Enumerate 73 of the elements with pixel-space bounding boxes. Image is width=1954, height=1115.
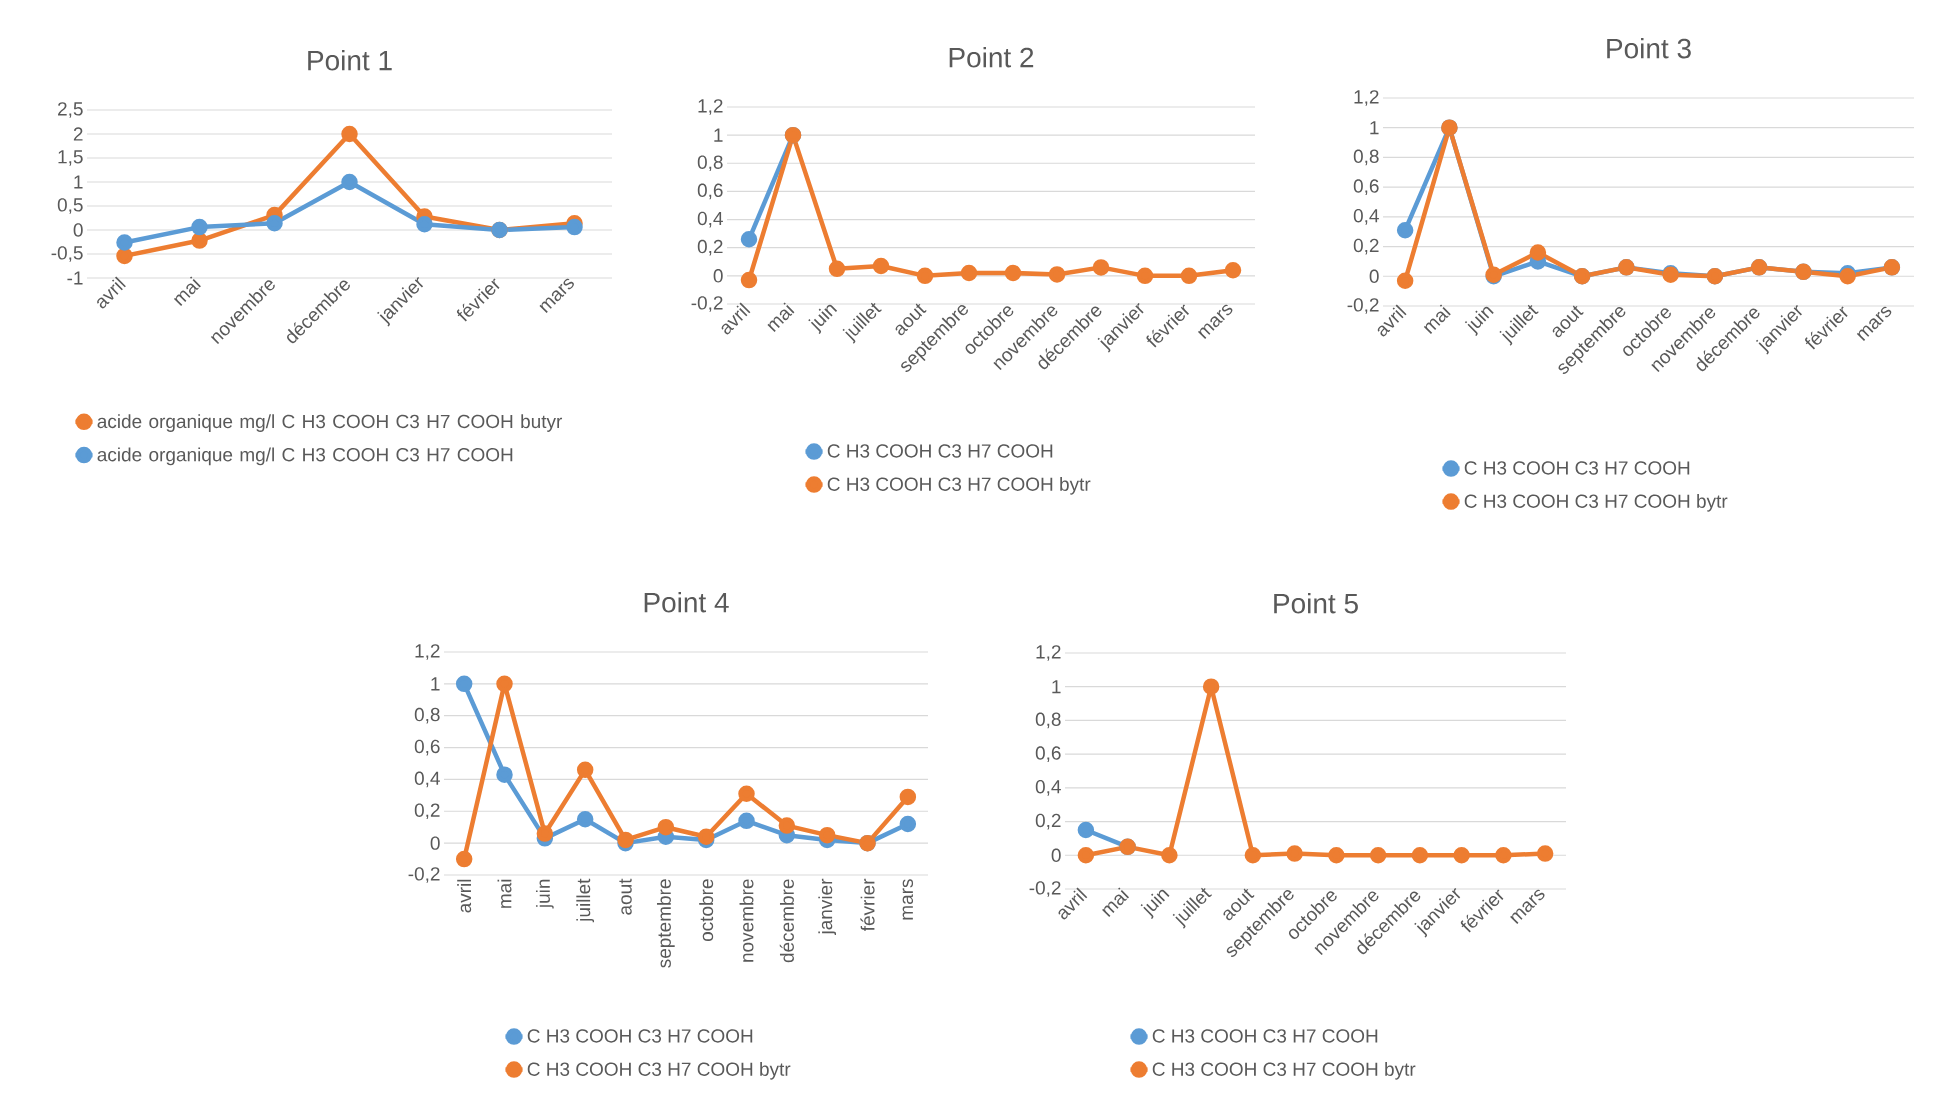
x-tick-label: mai: [497, 879, 512, 908]
legend-label: C H3 COOH C3 H7 COOH bytr: [1464, 493, 1728, 512]
legend-label: C H3 COOH C3 H7 COOH: [527, 1029, 753, 1043]
legend-label: C H3 COOH C3 H7 COOH: [1464, 461, 1690, 475]
y-tick-label: 0: [430, 836, 440, 850]
legend-label: C H3 COOH C3 H7 COOH bytr: [827, 476, 1091, 495]
chart-title: Point 1: [308, 49, 392, 71]
x-tick-label: juin: [535, 879, 554, 909]
y-tick-label: 0: [1369, 269, 1379, 283]
y-tick-label: 0,6: [414, 739, 440, 756]
y-tick-label: 0,8: [1035, 712, 1061, 729]
x-tick-label: décembre: [779, 879, 794, 963]
x-tick-label: février: [860, 878, 875, 932]
legend-label: C H3 COOH C3 H7 COOH bytr: [527, 1061, 791, 1080]
y-tick-label: 1,5: [58, 150, 83, 166]
y-tick-label: -0,2: [408, 867, 440, 883]
y-tick-label: 0,6: [697, 183, 723, 200]
x-tick-label: janvier: [818, 878, 837, 935]
x-tick-label: juillet: [576, 878, 595, 923]
chart-title: Point 3: [1607, 37, 1691, 59]
y-tick-label: 0,2: [1035, 813, 1061, 830]
y-tick-label: 1,2: [1036, 645, 1061, 661]
y-tick-label: 0,8: [1353, 149, 1379, 166]
x-tick-label: novembre: [739, 879, 754, 962]
x-tick-label: juin: [1464, 306, 1494, 336]
y-tick-label: 2: [73, 127, 83, 141]
y-tick-label: 1,2: [415, 644, 440, 660]
y-tick-label: 1: [714, 128, 723, 142]
x-tick-label: septembre: [656, 879, 675, 968]
y-tick-label: 0,2: [414, 803, 440, 820]
legend-label: acide organique mg/l C H3 COOH C3 H7 COOH butyr: [97, 414, 563, 432]
y-tick-label: 1,2: [1354, 90, 1379, 106]
y-tick-label: 0,8: [697, 155, 723, 172]
x-tick-label: mai: [1423, 304, 1451, 335]
y-tick-label: 2,5: [58, 102, 83, 118]
chart-title: Point 2: [949, 46, 1034, 68]
x-tick-label: octobre: [699, 879, 714, 942]
y-tick-label: 0: [713, 269, 723, 283]
x-tick-label: mai: [767, 302, 795, 333]
y-tick-label: -1: [67, 271, 83, 285]
y-tick-label: 1: [74, 175, 83, 189]
y-tick-label: 0,2: [1353, 238, 1379, 255]
y-tick-label: 0,5: [57, 198, 83, 214]
x-tick-label: avril: [457, 879, 472, 913]
x-tick-label: mai: [1102, 887, 1130, 918]
y-tick-label: 0,6: [1353, 179, 1379, 195]
y-tick-label: 1: [1370, 121, 1379, 135]
y-tick-label: 0,4: [1353, 208, 1379, 225]
x-tick-label: aout: [619, 878, 632, 915]
y-tick-label: -0,2: [1347, 298, 1379, 314]
chart-title: Point 5: [1274, 592, 1358, 614]
y-tick-label: 1: [1052, 680, 1061, 694]
legend-label: acide organique mg/l C H3 COOH C3 H7 COOH: [97, 447, 513, 466]
x-tick-label: juin: [1140, 889, 1170, 919]
y-tick-label: 0,6: [1035, 746, 1061, 762]
y-tick-label: 1,2: [698, 99, 723, 115]
chart-title: Point 4: [644, 591, 729, 613]
y-tick-label: -0,2: [691, 296, 723, 312]
y-tick-label: 0,4: [697, 211, 723, 228]
y-tick-label: -0,5: [51, 246, 83, 262]
y-tick-label: 0,8: [414, 707, 440, 724]
y-tick-label: 1: [431, 677, 440, 691]
legend-label: C H3 COOH C3 H7 COOH: [827, 444, 1053, 458]
y-tick-label: 0: [1051, 848, 1061, 862]
y-tick-label: 0,2: [697, 239, 723, 256]
x-tick-label: mai: [173, 276, 201, 307]
legend-label: C H3 COOH C3 H7 COOH: [1152, 1029, 1378, 1043]
x-tick-label: mars: [902, 879, 914, 920]
x-tick-label: juin: [808, 304, 838, 334]
legend-label: C H3 COOH C3 H7 COOH bytr: [1152, 1061, 1416, 1080]
y-tick-label: 0,4: [414, 771, 440, 788]
y-tick-label: 0,4: [1035, 779, 1061, 796]
y-tick-label: 0: [73, 223, 83, 237]
